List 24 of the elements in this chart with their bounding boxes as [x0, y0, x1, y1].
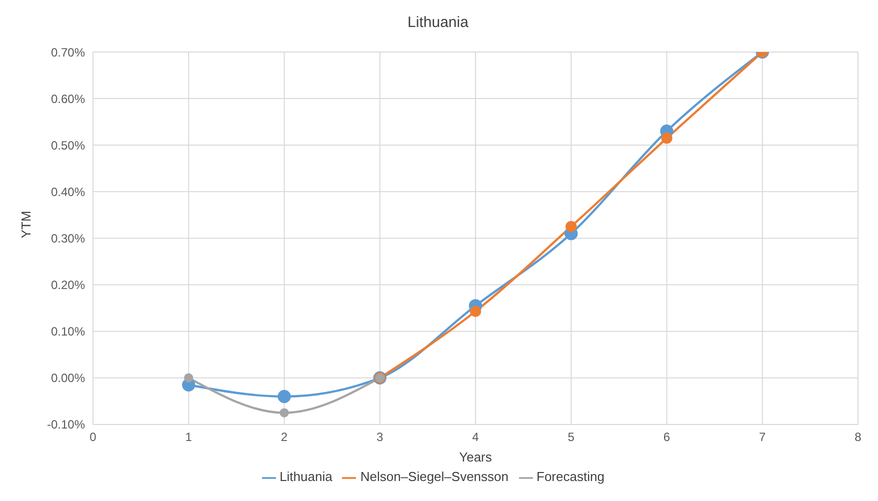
x-tick-label: 3: [376, 430, 384, 444]
x-axis-title: Years: [459, 449, 492, 464]
x-tick-label: 5: [568, 430, 575, 444]
y-tick-label: 0.00%: [50, 371, 86, 386]
y-tick-label: 0.60%: [50, 92, 86, 106]
x-tick-label: 0: [90, 430, 97, 444]
legend-label: Nelson–Siegel–Svensson: [360, 469, 508, 484]
y-tick-label: 0.40%: [50, 184, 86, 199]
chart-title: Lithuania: [406, 13, 470, 33]
x-tick-label: 2: [280, 430, 288, 444]
y-tick-label: 0.10%: [50, 324, 86, 339]
y-tick-label: -0.10%: [46, 418, 86, 432]
x-tick-label: 7: [759, 430, 766, 444]
y-tick-label: 0.70%: [50, 45, 86, 60]
x-tick-label: 1: [185, 430, 192, 444]
x-tick-label: 4: [472, 430, 480, 444]
legend-label: Lithuania: [280, 469, 332, 484]
x-tick-label: 8: [854, 430, 862, 444]
y-axis-title: YTM: [18, 210, 34, 238]
y-tick-label: 0.30%: [50, 231, 86, 246]
y-tick-label: 0.20%: [50, 278, 86, 292]
legend-label: Forecasting: [536, 469, 604, 484]
x-tick-label: 6: [663, 430, 670, 444]
y-tick-label: 0.50%: [50, 138, 86, 152]
